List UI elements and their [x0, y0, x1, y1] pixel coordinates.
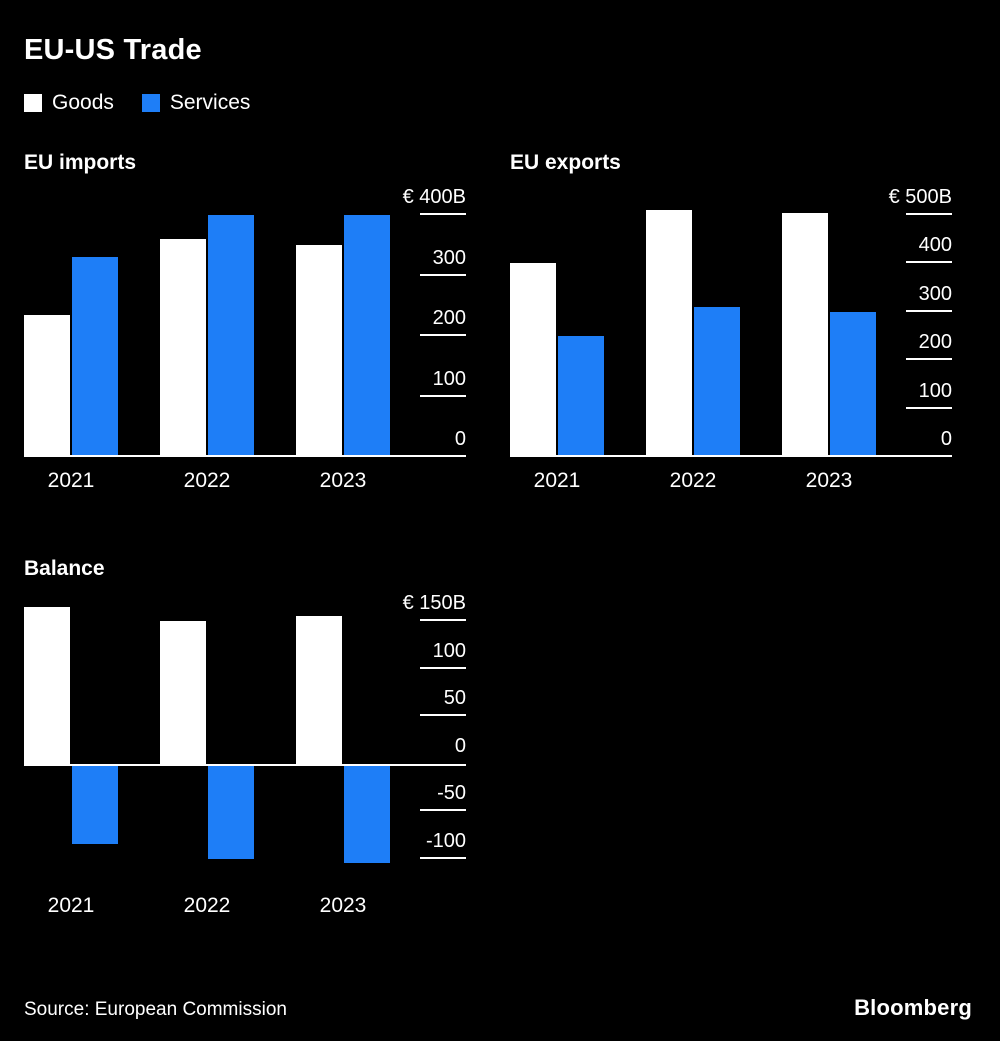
y-tick-label-200: 200 — [918, 331, 952, 354]
y-tick-label-300: 300 — [918, 282, 952, 305]
y-tick-label-0: 0 — [940, 428, 952, 450]
chart-title-eu-exports: EU exports — [510, 151, 621, 174]
legend-item-services: Services — [141, 91, 251, 115]
eu-imports-x-axis: 2021 2022 2023 — [24, 465, 390, 499]
y-tick-mark-200 — [906, 358, 952, 361]
bar-services-2023 — [830, 311, 876, 457]
y-tick-mark--50 — [420, 809, 466, 811]
chart-balance: Balance -100 -50 0 50 100 € 150B 2021 2022 2023 — [24, 557, 976, 924]
chart-title-eu-imports: EU imports — [24, 151, 137, 174]
bar-goods-2022 — [646, 210, 692, 457]
bar-goods-2022 — [160, 621, 206, 764]
y-tick-label-150: € 150B — [402, 592, 466, 614]
y-tick-label-200: 200 — [432, 307, 466, 329]
bar-goods-2023 — [296, 616, 342, 764]
chart-eu-imports: EU imports 0 100 200 300 € 400B 2021 2022 2023 — [24, 151, 466, 499]
chart-legend: Goods Services — [24, 91, 976, 115]
y-tick-label-100: 100 — [918, 379, 952, 402]
x-axis-label-2023: 2023 — [319, 893, 367, 917]
page-title: EU-US Trade — [24, 34, 202, 66]
x-axis-label-2021: 2021 — [47, 469, 95, 492]
zero-axis-line — [510, 455, 952, 457]
bar-services-2023 — [344, 763, 390, 864]
legend-label-services: Services — [169, 91, 251, 114]
y-tick-label-100: 100 — [432, 639, 466, 662]
y-tick-mark-100 — [420, 394, 466, 397]
bar-goods-2023 — [296, 245, 342, 457]
y-tick-label-500: € 500B — [888, 186, 952, 208]
x-axis-label-2021: 2021 — [533, 469, 581, 492]
balance-x-axis: 2021 2022 2023 — [24, 890, 390, 924]
y-tick-label-50: 50 — [443, 687, 466, 709]
zero-axis-line — [24, 455, 466, 457]
bar-services-2022 — [208, 763, 254, 859]
chart-eu-exports: EU exports 0 100 200 300 400 € 500B 2021 2022 2… — [510, 151, 952, 499]
y-tick-label--50: -50 — [437, 782, 466, 804]
bar-services-2021 — [72, 763, 118, 845]
bar-goods-2021 — [510, 263, 556, 457]
bloomberg-logo: Bloomberg — [854, 995, 972, 1020]
y-tick-label-0: 0 — [454, 428, 466, 450]
bar-services-2021 — [558, 336, 604, 457]
eu-imports-plot-area: 0 100 200 300 € 400B — [24, 186, 466, 457]
footer: Source: European Commission Bloomberg — [24, 995, 972, 1021]
y-tick-label-400: 400 — [918, 234, 952, 257]
bar-goods-2022 — [160, 239, 206, 457]
legend-label-goods: Goods — [52, 91, 114, 114]
y-tick-mark-400 — [420, 213, 466, 215]
bar-goods-2021 — [24, 606, 70, 764]
goods-swatch-icon — [24, 94, 42, 112]
legend-item-goods: Goods — [24, 91, 114, 115]
y-tick-mark-150 — [420, 619, 466, 621]
y-tick-mark-300 — [420, 273, 466, 276]
y-tick-mark-50 — [420, 714, 466, 716]
balance-plot-area: -100 -50 0 50 100 € 150B — [24, 592, 466, 882]
x-axis-label-2023: 2023 — [319, 469, 367, 492]
y-tick-mark-200 — [420, 334, 466, 336]
y-tick-label-0: 0 — [454, 734, 466, 757]
y-tick-mark-100 — [906, 406, 952, 409]
x-axis-label-2023: 2023 — [805, 469, 853, 492]
y-tick-mark-100 — [420, 666, 466, 669]
x-axis-label-2022: 2022 — [183, 469, 231, 492]
y-tick-mark-400 — [906, 261, 952, 264]
y-tick-label-100: 100 — [432, 367, 466, 390]
bar-services-2021 — [72, 257, 118, 457]
bar-services-2022 — [694, 306, 740, 457]
x-axis-label-2022: 2022 — [183, 893, 231, 917]
chart-title-balance: Balance — [24, 557, 105, 580]
y-tick-label-300: 300 — [432, 246, 466, 269]
bar-services-2022 — [208, 215, 254, 457]
y-tick-label--100: -100 — [425, 829, 466, 852]
y-tick-label-400: € 400B — [402, 186, 466, 208]
x-axis-label-2021: 2021 — [47, 893, 95, 917]
y-tick-mark-500 — [906, 213, 952, 215]
y-tick-mark--100 — [420, 856, 466, 859]
x-axis-label-2022: 2022 — [669, 469, 717, 492]
eu-exports-x-axis: 2021 2022 2023 — [510, 465, 876, 499]
top-charts-row: EU imports 0 100 200 300 € 400B 2021 2022 2023… — [24, 151, 976, 499]
bar-services-2023 — [344, 215, 390, 457]
y-tick-mark-300 — [906, 309, 952, 312]
zero-axis-line — [24, 763, 466, 766]
services-swatch-icon — [141, 94, 160, 112]
eu-exports-plot-area: 0 100 200 300 400 € 500B — [510, 186, 952, 457]
bar-goods-2023 — [782, 212, 828, 457]
bar-goods-2021 — [24, 314, 70, 457]
source-attribution: Source: European Commission — [24, 999, 287, 1020]
